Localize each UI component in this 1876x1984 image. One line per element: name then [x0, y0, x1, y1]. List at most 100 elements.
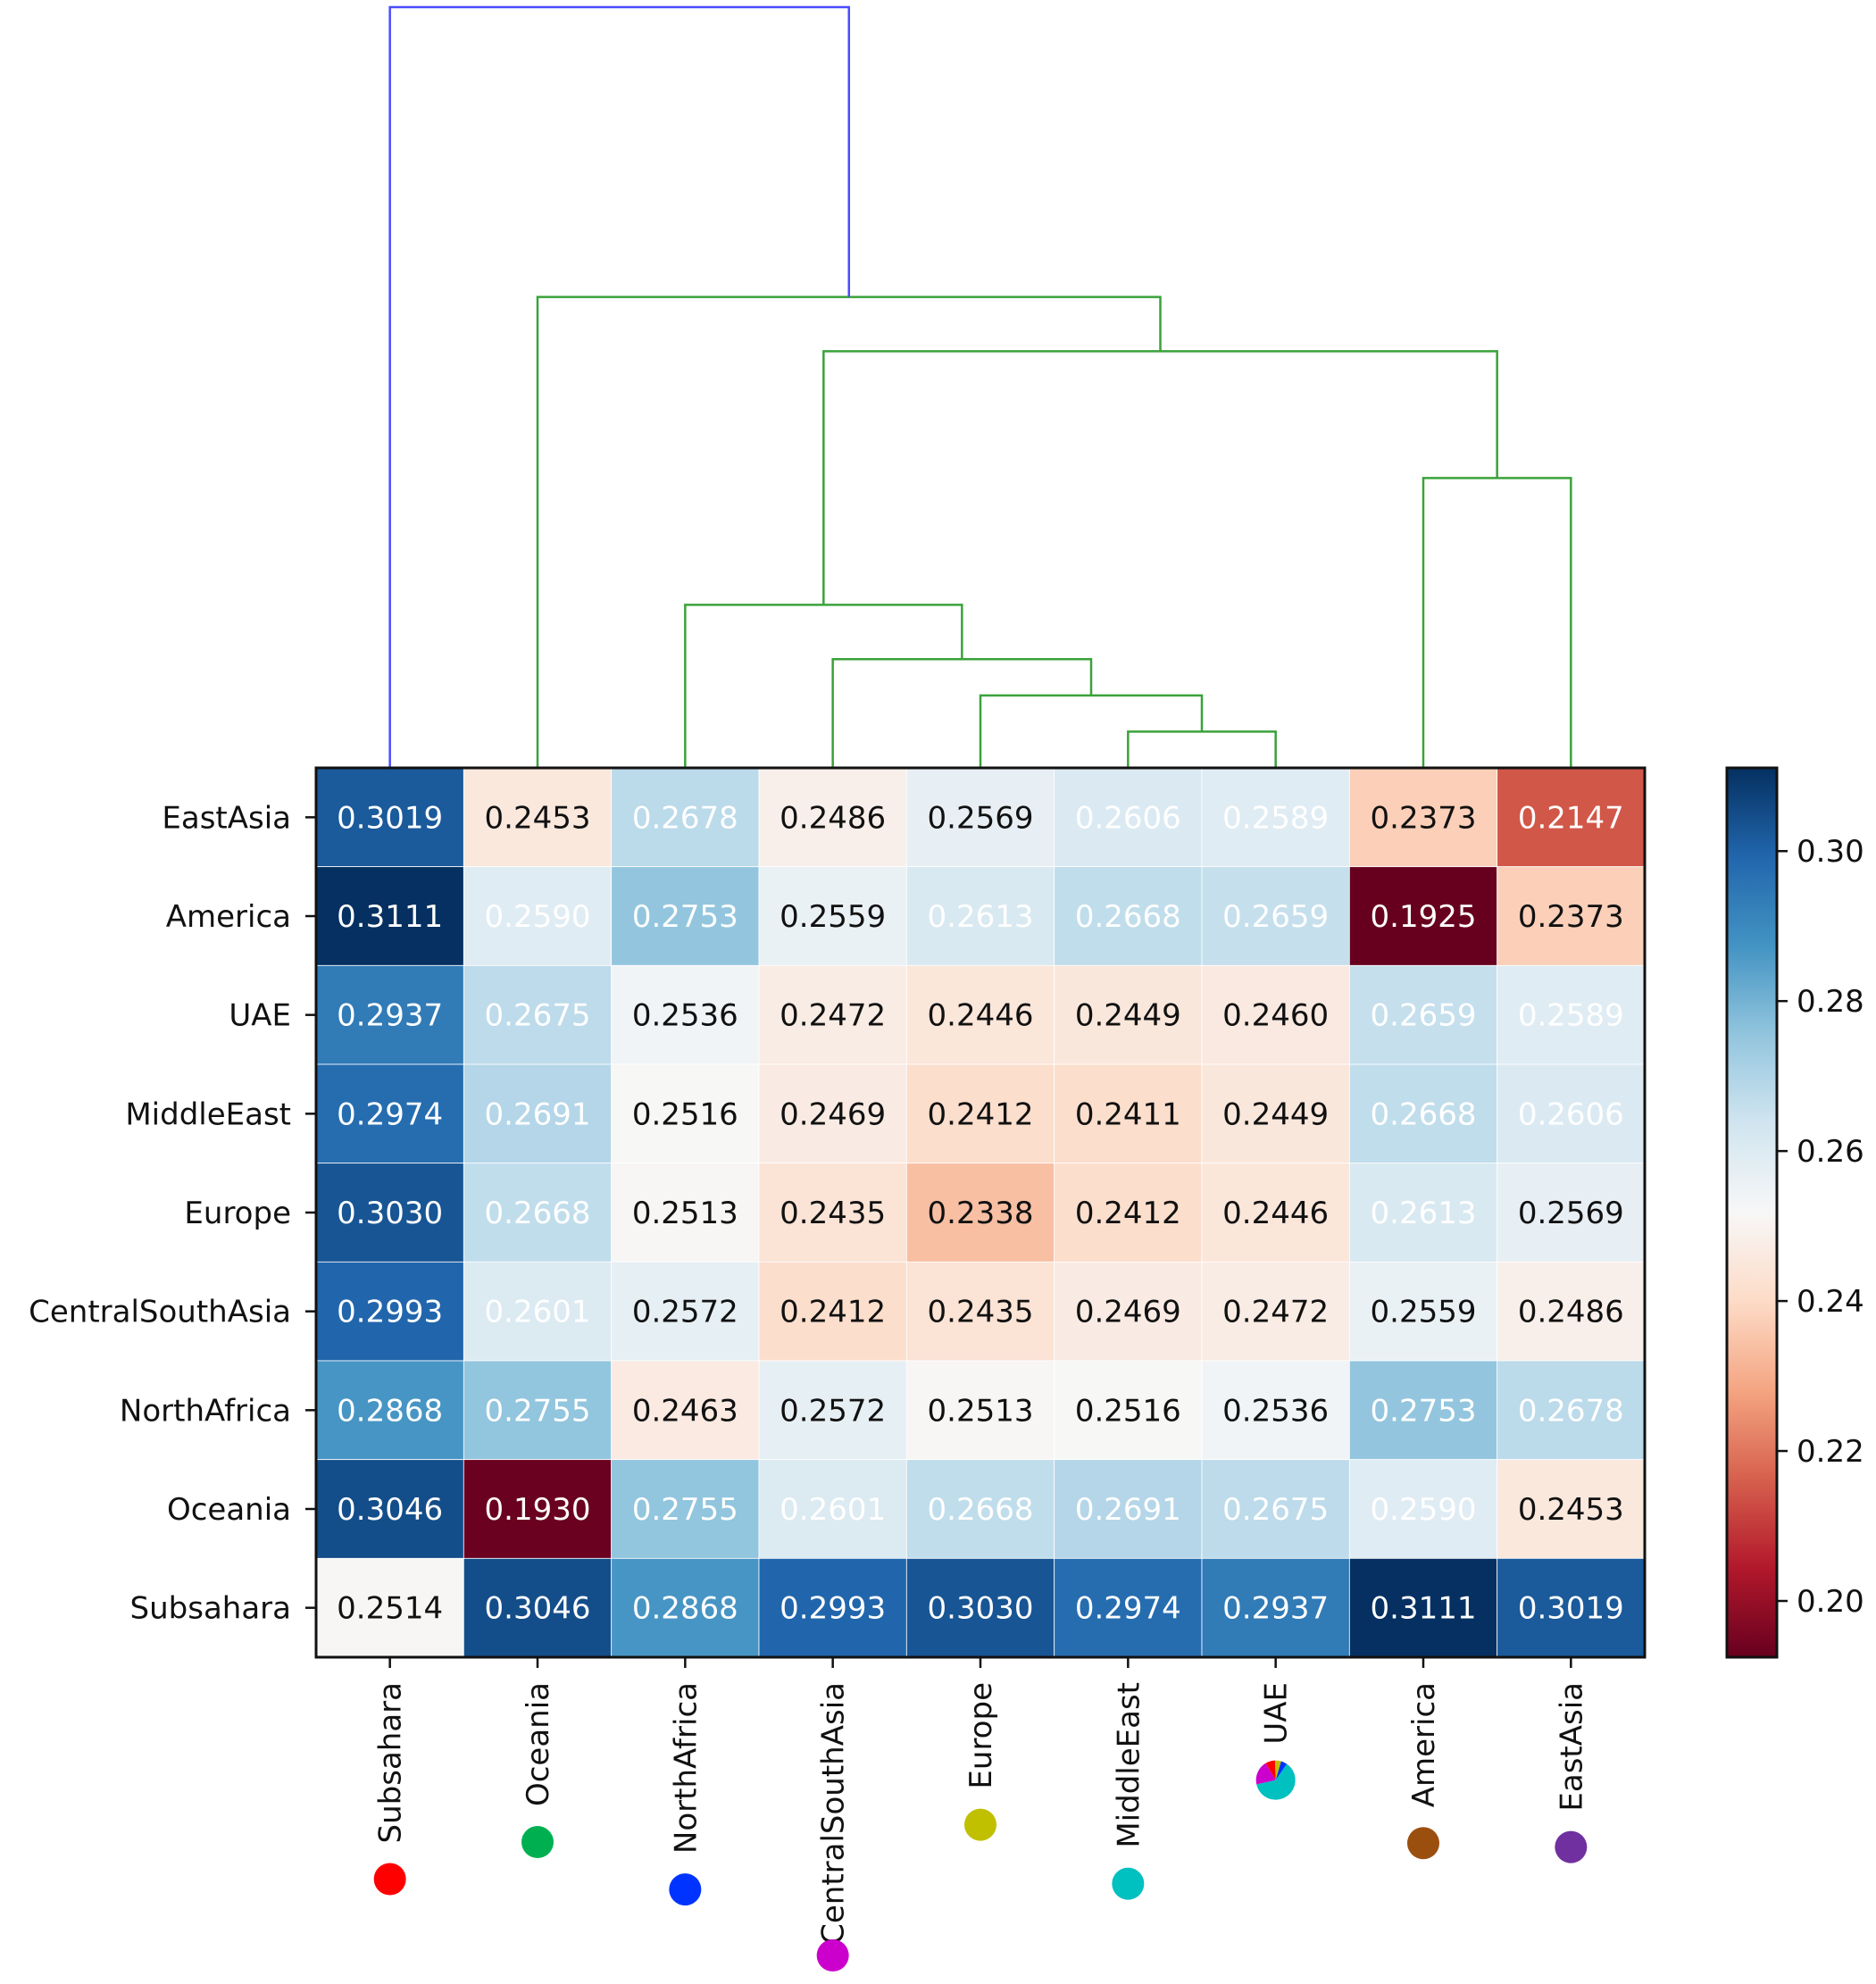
- column-label: NorthAfrica: [668, 1682, 704, 1854]
- heatmap-cell-value: 0.2373: [1518, 899, 1624, 935]
- heatmap-cell-value: 0.2659: [1371, 998, 1477, 1034]
- heatmap-cell: [1201, 1063, 1350, 1164]
- heatmap-cell-value: 0.2449: [1075, 998, 1181, 1034]
- heatmap-cell-value: 0.2412: [1075, 1196, 1181, 1231]
- heatmap-cells: 0.3019 0.2453 0.2678 0.2486 0.2569 0.2606 0.25…: [315, 767, 1646, 1658]
- heatmap-cell-value: 0.2601: [485, 1295, 591, 1330]
- heatmap-cell: [1348, 1557, 1498, 1658]
- column-marker-pie-slice: [1275, 1761, 1288, 1780]
- heatmap-cell-value: 0.2435: [928, 1295, 1034, 1330]
- heatmap-cell: [1348, 1459, 1498, 1559]
- colorbar-tick-label: 0.22: [1797, 1434, 1864, 1470]
- heatmap-cell: [315, 964, 464, 1065]
- heatmap-cell: [1201, 1261, 1350, 1362]
- colorbar-ticks: 0.20 0.22 0.24 0.26 0.28 0.30: [1777, 834, 1864, 1620]
- column-label: Europe: [963, 1682, 999, 1789]
- heatmap-cell: [905, 964, 1055, 1065]
- heatmap-cell: [463, 767, 613, 868]
- heatmap-cell-value: 0.2974: [1075, 1591, 1181, 1627]
- heatmap-cell-value: 0.2514: [337, 1591, 443, 1627]
- heatmap-cell-value: 0.2668: [1371, 1096, 1477, 1132]
- heatmap-cell: [611, 1557, 760, 1658]
- heatmap-cell-value: 0.3111: [337, 899, 443, 935]
- heatmap-cell-value: 0.2513: [632, 1196, 738, 1231]
- heatmap-cell: [758, 866, 907, 966]
- heatmap-cell-value: 0.2589: [1222, 800, 1329, 836]
- row-label: America: [166, 899, 291, 935]
- heatmap-cell-value: 0.3046: [337, 1492, 443, 1528]
- heatmap-cell-value: 0.2463: [632, 1393, 738, 1429]
- column-marker-dot: [816, 1939, 849, 1971]
- column-label: MiddleEast: [1111, 1682, 1146, 1848]
- heatmap-cell-value: 0.3046: [485, 1591, 591, 1627]
- colorbar: 0.20 0.22 0.24 0.26 0.28 0.30: [1725, 766, 1864, 1659]
- heatmap-cell: [1054, 767, 1203, 868]
- heatmap-cell-value: 0.2472: [780, 998, 886, 1034]
- heatmap-cell: [1054, 1063, 1203, 1164]
- column-marker-pie-slice: [1256, 1763, 1296, 1800]
- heatmap-cell-value: 0.2469: [1075, 1295, 1181, 1330]
- heatmap-cell: [611, 1063, 760, 1164]
- column-label: UAE: [1259, 1682, 1295, 1745]
- heatmap-cell-value: 0.2755: [632, 1492, 738, 1528]
- heatmap-cell: [463, 964, 613, 1065]
- colorbar-tick-label: 0.24: [1797, 1284, 1864, 1320]
- heatmap-cell: [1201, 1557, 1350, 1658]
- heatmap-cell-value: 0.2606: [1075, 800, 1181, 836]
- heatmap-cell: [463, 1557, 613, 1658]
- heatmap-cell-value: 0.3030: [337, 1196, 443, 1231]
- dendrogram-link: [684, 604, 963, 768]
- heatmap-cell: [1497, 1360, 1646, 1461]
- heatmap-cell-value: 0.2678: [632, 800, 738, 836]
- colorbar-gradient: [1725, 766, 1779, 1659]
- row-label: Subsahara: [130, 1591, 291, 1627]
- row-label: CentralSouthAsia: [29, 1295, 291, 1330]
- heatmap-cell: [1054, 1261, 1203, 1362]
- column-color-markers: [373, 1760, 1588, 1971]
- heatmap-cell-value: 0.2572: [632, 1295, 738, 1330]
- heatmap-cell-value: 0.2446: [1222, 1196, 1329, 1231]
- column-marker-dot: [964, 1808, 996, 1841]
- heatmap-cell-value: 0.2411: [1075, 1096, 1181, 1132]
- heatmap-cell-value: 0.2668: [1075, 899, 1181, 935]
- heatmap-cell-value: 0.3030: [928, 1591, 1034, 1627]
- heatmap-cell: [1054, 866, 1203, 966]
- column-dendrogram: [388, 5, 1572, 768]
- row-label: UAE: [229, 998, 291, 1034]
- heatmap-cell-value: 0.2147: [1518, 800, 1624, 836]
- column-marker-pie-slice: [1275, 1760, 1281, 1780]
- heatmap-cell: [1497, 767, 1646, 868]
- heatmap-cell-value: 0.2453: [485, 800, 591, 836]
- column-marker-dot: [1555, 1830, 1588, 1863]
- heatmap-cell: [463, 1360, 613, 1461]
- heatmap-cell: [611, 964, 760, 1065]
- heatmap-cell-value: 0.2753: [1371, 1393, 1477, 1429]
- heatmap-cell: [1054, 1557, 1203, 1658]
- heatmap-cell: [1348, 1360, 1498, 1461]
- heatmap-cell-value: 0.2559: [1371, 1295, 1477, 1330]
- heatmap-cell: [905, 1063, 1055, 1164]
- column-label: Subsahara: [373, 1682, 409, 1843]
- heatmap-cell-value: 0.2678: [1518, 1393, 1624, 1429]
- heatmap-cell-value: 0.2516: [1075, 1393, 1181, 1429]
- heatmap-cell: [758, 964, 907, 1065]
- heatmap-cell-value: 0.2937: [1222, 1591, 1329, 1627]
- heatmap-cell: [463, 1163, 613, 1263]
- heatmap-cell-value: 0.3019: [337, 800, 443, 836]
- row-label: EastAsia: [162, 800, 291, 836]
- heatmap-cell: [315, 866, 464, 966]
- heatmap-cell: [905, 1459, 1055, 1559]
- heatmap-cell-value: 0.2675: [1222, 1492, 1329, 1528]
- heatmap-cell: [315, 1360, 464, 1461]
- heatmap-cell-value: 0.2486: [1518, 1295, 1624, 1330]
- column-labels: Subsahara Oceania NorthAfrica CentralSouthA…: [373, 1657, 1589, 1945]
- row-label: MiddleEast: [125, 1096, 291, 1132]
- heatmap-cell-value: 0.2486: [780, 800, 886, 836]
- heatmap-cell: [905, 866, 1055, 966]
- row-label: NorthAfrica: [120, 1393, 291, 1429]
- heatmap-cell: [1497, 1557, 1646, 1658]
- dendrogram-link: [1127, 730, 1277, 768]
- heatmap-cell: [758, 1557, 907, 1658]
- heatmap-cell: [1348, 964, 1498, 1065]
